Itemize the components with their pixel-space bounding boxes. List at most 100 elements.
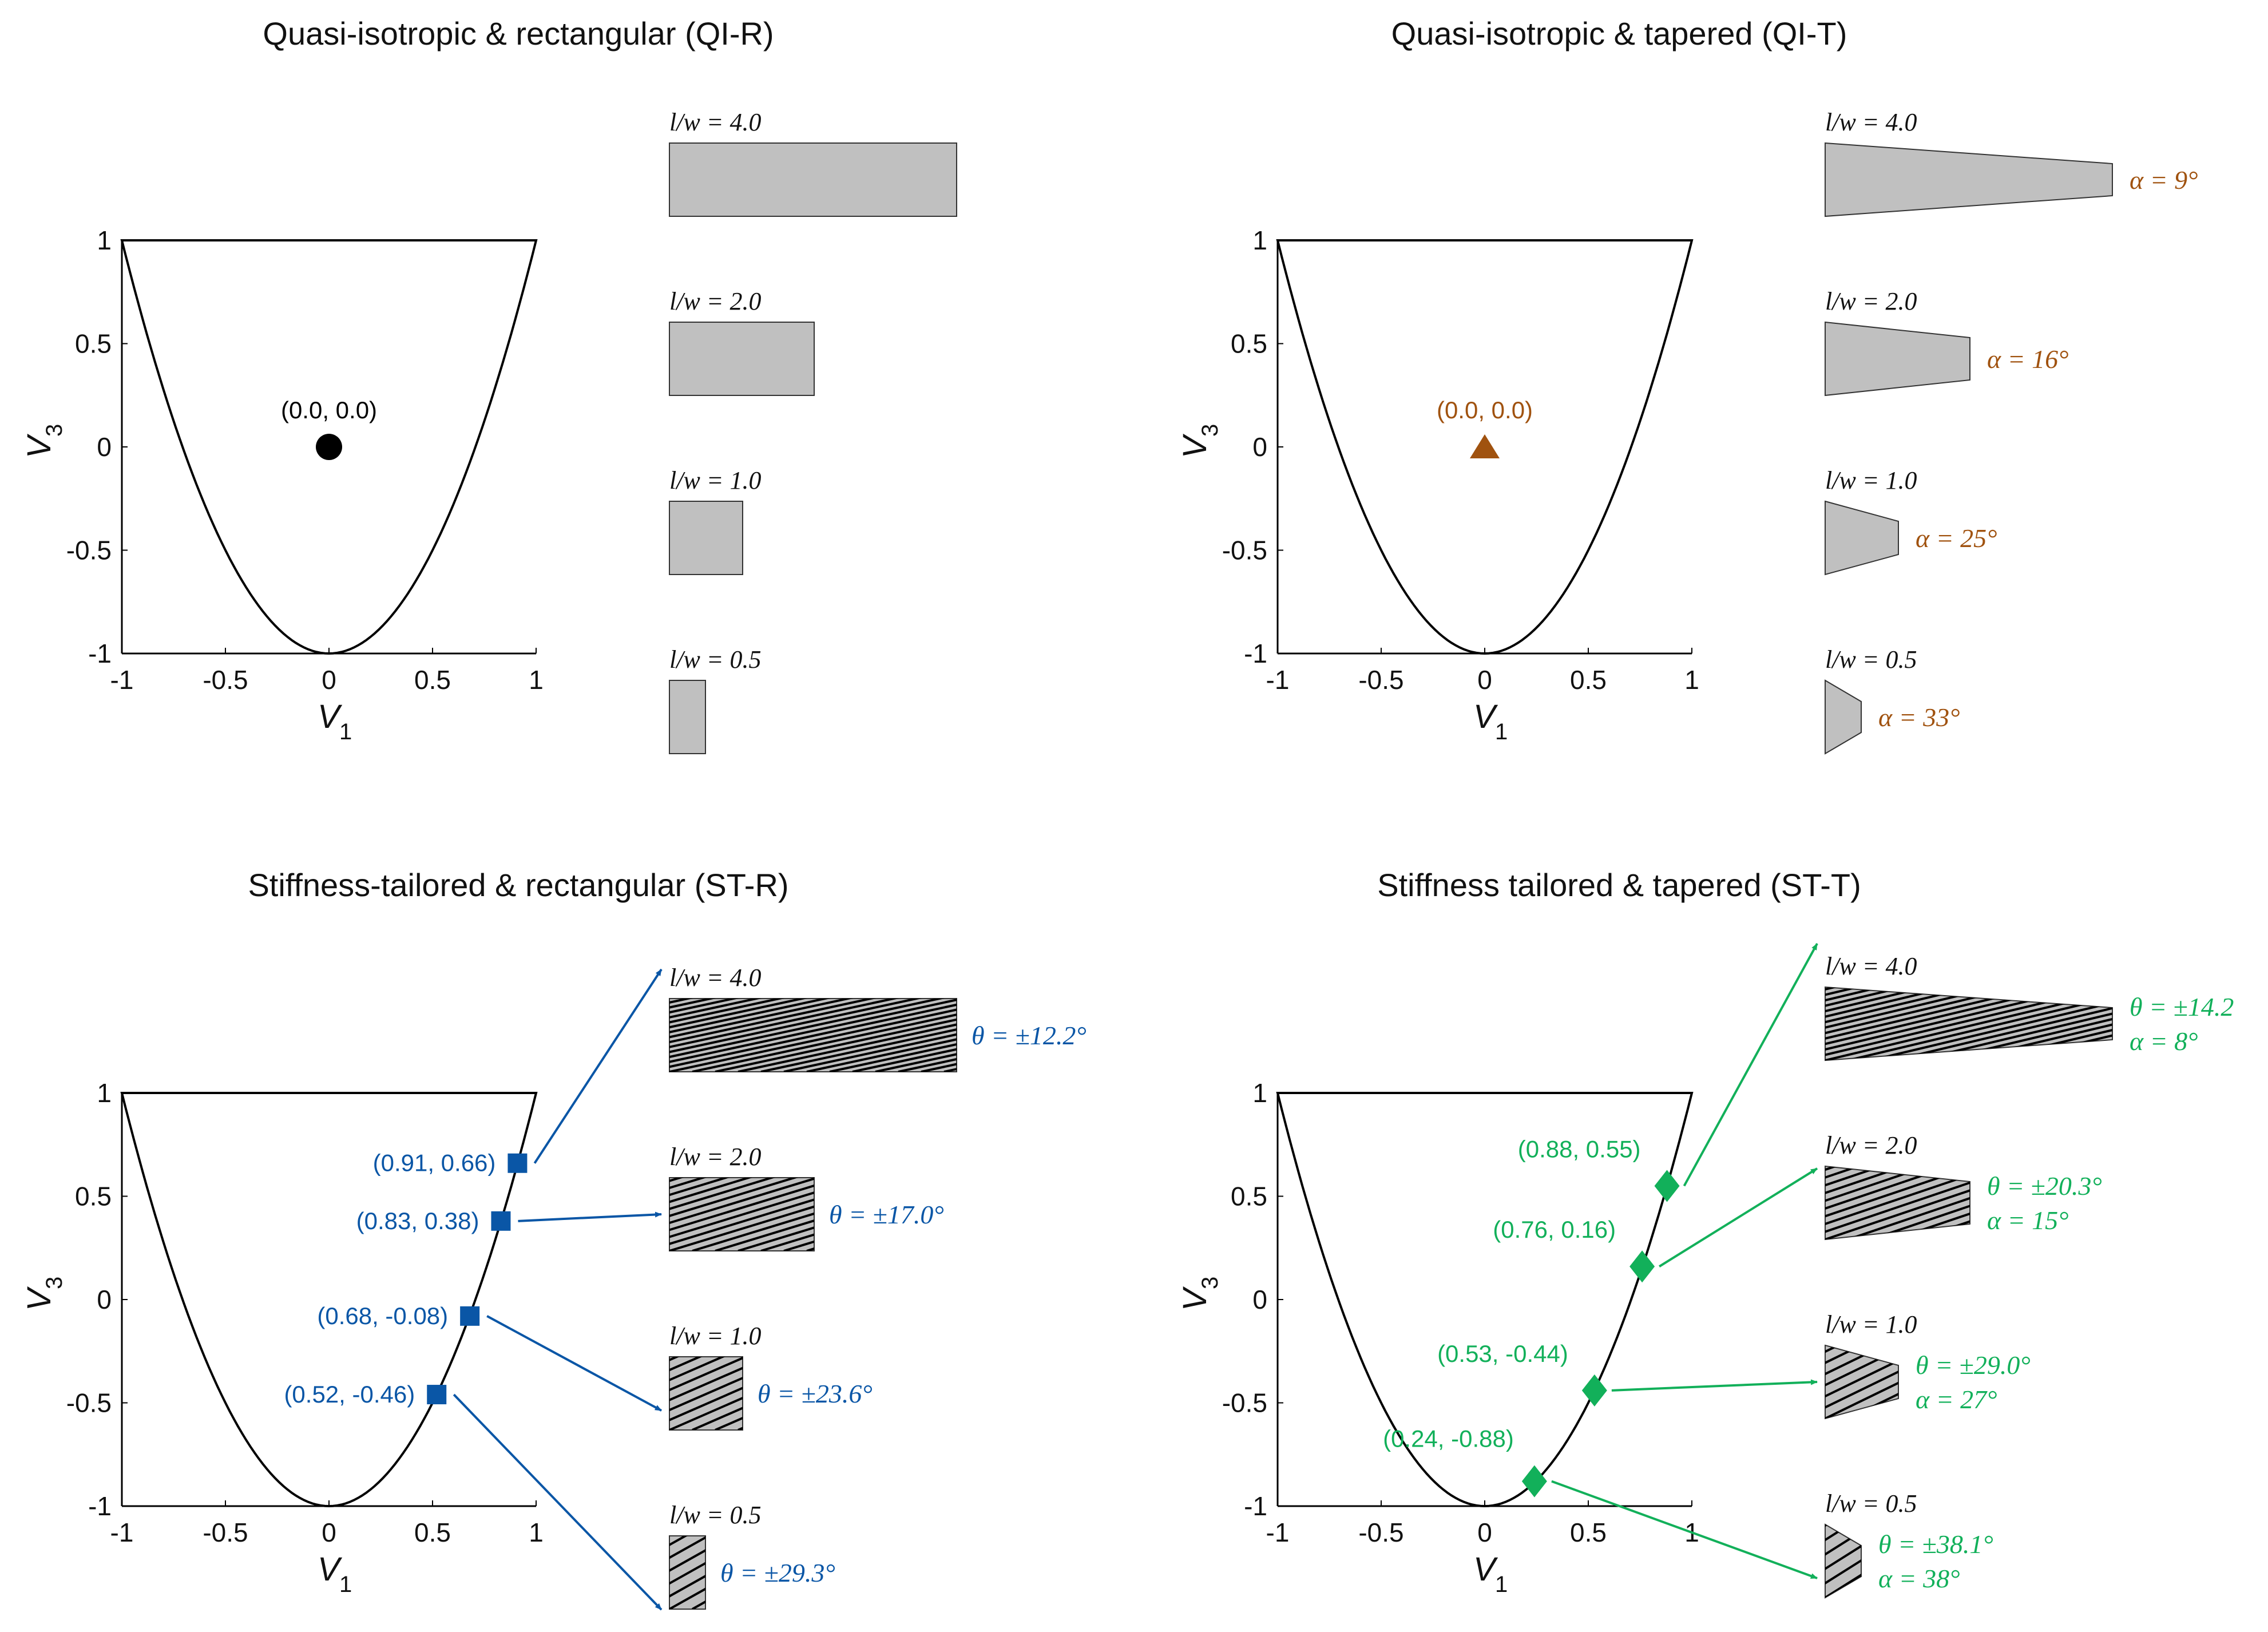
design-point-label: (0.88, 0.55) <box>1518 1135 1641 1162</box>
fiber-line <box>669 1178 814 1251</box>
y-axis-label-subscript: 3 <box>42 424 67 437</box>
design-point-square <box>491 1211 511 1231</box>
fiber-line <box>1825 1524 1861 1598</box>
y-tick-label: -1 <box>88 1491 112 1521</box>
fiber-line <box>1825 1166 1970 1239</box>
fiber-line <box>1013 1080 1814 1430</box>
fiber-line <box>1379 898 2180 1072</box>
fiber-line <box>2168 1028 2268 1419</box>
design-point-label: (0.24, -0.88) <box>1383 1425 1514 1452</box>
fiber-line <box>1825 1524 1861 1598</box>
x-tick-label: -0.5 <box>203 665 248 695</box>
design-point-square <box>507 1153 528 1173</box>
fiber-line <box>669 1178 814 1251</box>
aspect-ratio-label: l/w = 2.0 <box>1825 1131 1917 1159</box>
fiber-line <box>807 1080 1608 1430</box>
x-tick-label: 0.5 <box>414 1518 451 1547</box>
ply-shape <box>1825 321 1970 397</box>
shape-annotation: θ = ±12.2° <box>972 1021 1087 1050</box>
y-tick-label: 0 <box>1252 1285 1267 1314</box>
y-tick-label: 1 <box>1252 1078 1267 1108</box>
design-point-diamond <box>1581 1374 1607 1407</box>
fiber-line <box>669 1357 743 1430</box>
fiber-line <box>1825 1166 1970 1239</box>
fiber-line <box>2237 869 2268 1060</box>
fiber-line <box>990 1080 1791 1430</box>
fiber-hatching <box>1825 1092 2268 1598</box>
fiber-line <box>2008 1092 2268 1598</box>
y-tick-label: 0 <box>97 432 112 462</box>
fiber-line <box>2077 1092 2268 1598</box>
fiber-line <box>2146 1028 2268 1419</box>
fiber-line <box>1402 1006 2203 1251</box>
fiber-line <box>1825 1524 1861 1598</box>
fiber-line <box>1825 1166 1894 1239</box>
design-point-group: (0.83, 0.38) <box>356 1207 662 1234</box>
fiber-line <box>2260 1092 2268 1598</box>
x-tick-label: -1 <box>110 1518 134 1547</box>
fiber-line <box>2237 1092 2268 1598</box>
fiber-hatching <box>669 1006 2203 1251</box>
design-point-group: (0.0, 0.0) <box>1437 397 1533 458</box>
fiber-line <box>1013 1006 1814 1251</box>
shape-annotation: α = 16° <box>1987 344 2069 374</box>
fiber-line <box>1825 987 2112 1060</box>
ply-shape-group: l/w = 4.0 θ = ±14.2 α = 8° <box>1825 869 2268 1061</box>
y-axis-label-subscript: 3 <box>1198 424 1223 437</box>
panel-qi-r: Quasi-isotropic & rectangular (QI-R) -1-1… <box>21 15 957 754</box>
fiber-line <box>669 1357 743 1430</box>
y-tick-label: -0.5 <box>1222 1388 1267 1418</box>
fiber-line <box>669 1357 670 1430</box>
fiber-line <box>1058 898 1859 1072</box>
fiber-line <box>669 1357 743 1430</box>
fiber-line <box>784 1080 1585 1430</box>
fiber-line <box>1871 1092 2268 1598</box>
fiber-line <box>2191 869 2268 1060</box>
fiber-line <box>2054 1028 2268 1419</box>
fiber-line <box>1058 1080 1859 1430</box>
x-axis-label: V <box>1473 1551 1498 1588</box>
design-point-group: (0.24, -0.88) <box>1383 1425 1818 1579</box>
shape-annotation: α = 38° <box>1878 1564 1960 1593</box>
ply-shape-group: l/w = 2.0 α = 16° <box>1825 287 2069 397</box>
fiber-line <box>669 1178 814 1251</box>
fiber-line <box>1917 1092 2268 1598</box>
fiber-line <box>669 1357 743 1430</box>
fiber-line <box>669 999 716 1072</box>
fiber-line <box>669 999 957 1072</box>
fiber-line <box>1825 1166 1970 1239</box>
fiber-line <box>1402 898 2203 1072</box>
shape-annotation: α = 8° <box>2130 1027 2198 1056</box>
y-axis-label-subscript: 3 <box>1198 1277 1223 1289</box>
x-axis-label: V <box>318 1551 343 1588</box>
fiber-line <box>692 1357 743 1430</box>
x-tick-label: -0.5 <box>203 1518 248 1547</box>
ply-shape-group: l/w = 4.0 <box>669 108 957 217</box>
y-axis-label-group: V3 <box>1176 1277 1223 1311</box>
fiber-line <box>669 1357 743 1430</box>
design-point-diamond <box>1521 1465 1547 1498</box>
fiber-line <box>669 999 784 1072</box>
fiber-line <box>669 1178 693 1251</box>
fiber-line <box>669 999 693 1072</box>
fiber-line <box>2031 1092 2268 1598</box>
y-tick-label: 0 <box>97 1285 112 1314</box>
aspect-ratio-label: l/w = 0.5 <box>1825 1490 1917 1518</box>
fiber-line <box>761 1080 1562 1430</box>
y-tick-label: 0.5 <box>1231 329 1267 359</box>
design-point-group: (0.76, 0.16) <box>1493 1167 1818 1283</box>
y-axis-label-group: V3 <box>1176 424 1223 458</box>
x-axis-label: V <box>1473 698 1498 735</box>
fiber-line <box>1985 1092 2268 1598</box>
fiber-line <box>692 999 957 1072</box>
ply-shape <box>669 501 743 575</box>
fiber-line <box>669 1357 743 1430</box>
design-point-group: (0.53, -0.44) <box>1437 1340 1818 1407</box>
fiber-line <box>669 1357 743 1430</box>
design-point-label: (0.68, -0.08) <box>317 1302 448 1329</box>
fiber-hatching <box>1825 1028 2268 1419</box>
y-axis-label: V <box>1176 1286 1214 1311</box>
fiber-line <box>669 999 957 1072</box>
fiber-line <box>669 1357 743 1430</box>
fiber-line <box>1825 1524 1861 1598</box>
